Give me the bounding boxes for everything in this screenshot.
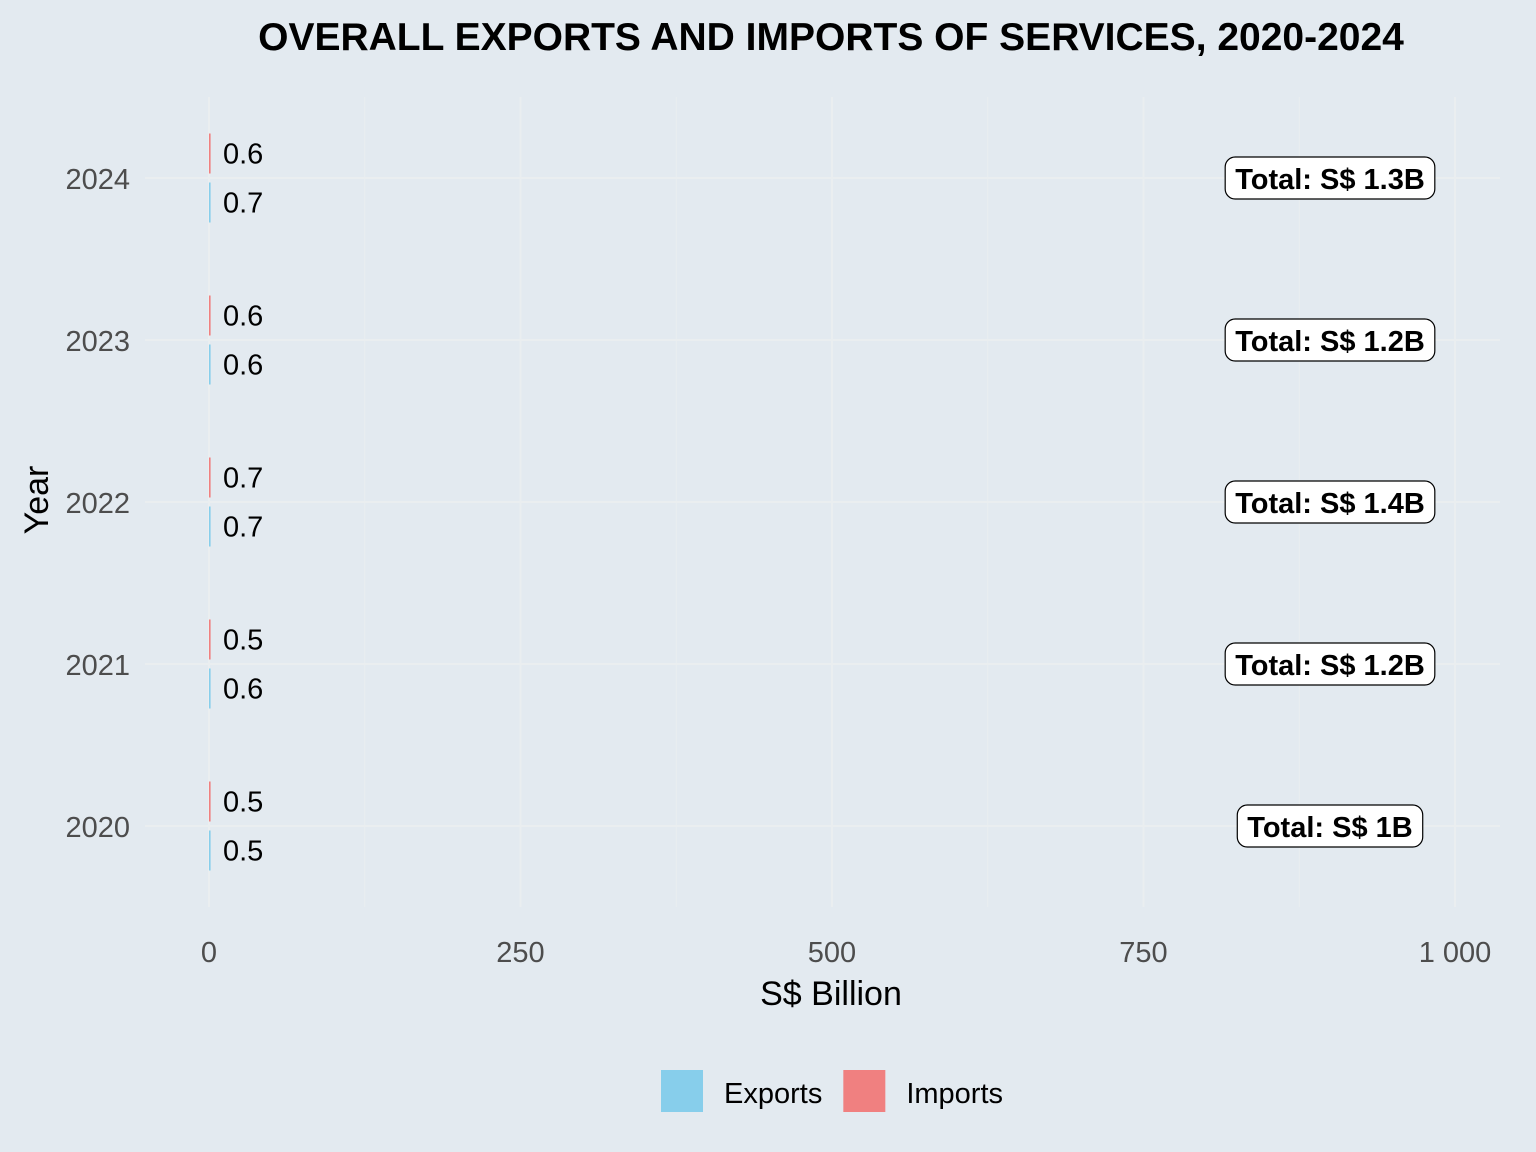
bar-exports-2024 bbox=[209, 182, 211, 223]
bar-exports-2020 bbox=[209, 830, 211, 871]
total-label-box bbox=[1224, 642, 1436, 686]
total-label-2023: Total: S$ 1.2B bbox=[1224, 318, 1436, 362]
data-label-imports-2021: 0.5 bbox=[223, 625, 263, 657]
total-label-box bbox=[1224, 318, 1436, 362]
data-label-imports-2020: 0.5 bbox=[223, 787, 263, 819]
total-label-box bbox=[1224, 480, 1436, 524]
x-tick-label: 0 bbox=[201, 937, 217, 969]
bar-exports-2023 bbox=[209, 344, 211, 385]
total-label-text: Total: S$ 1.2B bbox=[1235, 650, 1425, 682]
bar-exports-2021 bbox=[209, 668, 211, 709]
y-axis-ticks: 2020 2021 2022 2023 2024 bbox=[65, 164, 130, 844]
y-tick-label: 2024 bbox=[65, 164, 130, 196]
total-label-box bbox=[1224, 156, 1436, 200]
bar-imports-2022 bbox=[209, 457, 211, 498]
data-label-exports-2023: 0.6 bbox=[223, 350, 263, 382]
bars-layer bbox=[209, 133, 211, 871]
bar-imports-2023 bbox=[209, 295, 211, 336]
total-label-text: Total: S$ 1.4B bbox=[1235, 488, 1425, 520]
legend: Exports Imports bbox=[661, 1070, 1003, 1112]
legend-swatch-exports bbox=[661, 1070, 703, 1112]
legend-swatch-imports bbox=[843, 1070, 886, 1112]
total-label-box bbox=[1236, 804, 1424, 848]
legend-label-exports: Exports bbox=[724, 1078, 822, 1110]
bar-imports-2021 bbox=[209, 619, 211, 660]
total-label-2020: Total: S$ 1B bbox=[1236, 804, 1424, 848]
total-label-text: Total: S$ 1B bbox=[1247, 812, 1412, 844]
y-tick-label: 2022 bbox=[65, 488, 130, 520]
total-label-2024: Total: S$ 1.3B bbox=[1224, 156, 1436, 200]
x-tick-label: 250 bbox=[496, 937, 544, 969]
y-tick-label: 2020 bbox=[65, 812, 130, 844]
data-label-imports-2024: 0.6 bbox=[223, 139, 263, 171]
data-label-exports-2020: 0.5 bbox=[223, 836, 263, 868]
data-label-exports-2024: 0.7 bbox=[223, 188, 263, 220]
x-axis-ticks: 0 250 500 750 1 000 bbox=[201, 937, 1491, 969]
x-tick-label: 750 bbox=[1119, 937, 1167, 969]
y-axis-label: Year bbox=[18, 466, 56, 535]
x-tick-label: 1 000 bbox=[1419, 937, 1492, 969]
x-axis-label: S$ Billion bbox=[760, 975, 902, 1013]
bar-imports-2024 bbox=[209, 133, 211, 174]
y-tick-label: 2023 bbox=[65, 326, 130, 358]
chart-title: OVERALL EXPORTS AND IMPORTS OF SERVICES,… bbox=[258, 16, 1404, 59]
data-label-exports-2021: 0.6 bbox=[223, 674, 263, 706]
total-label-text: Total: S$ 1.3B bbox=[1235, 164, 1425, 196]
legend-label-imports: Imports bbox=[906, 1078, 1003, 1110]
total-label-2022: Total: S$ 1.4B bbox=[1224, 480, 1436, 524]
totals-layer: Total: S$ 1B Total: S$ 1.2B Total: S$ 1.4B… bbox=[1224, 156, 1436, 848]
data-label-exports-2022: 0.7 bbox=[223, 512, 263, 544]
bar-exports-2022 bbox=[209, 506, 211, 547]
y-tick-label: 2021 bbox=[65, 650, 130, 682]
total-label-2021: Total: S$ 1.2B bbox=[1224, 642, 1436, 686]
total-label-text: Total: S$ 1.2B bbox=[1235, 326, 1425, 358]
labels-layer: 0.5 0.5 0.5 0.6 0.7 0.7 0.6 0.6 0.6 0.7 bbox=[223, 139, 263, 868]
data-label-imports-2022: 0.7 bbox=[223, 463, 263, 495]
data-label-imports-2023: 0.6 bbox=[223, 301, 263, 333]
bar-imports-2020 bbox=[209, 781, 211, 822]
x-tick-label: 500 bbox=[808, 937, 856, 969]
